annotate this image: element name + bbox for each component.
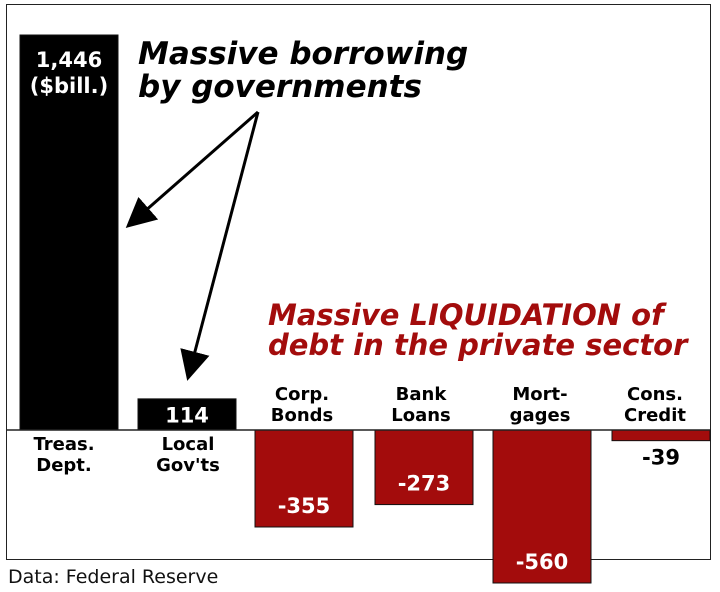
category-label-2-line1: Corp.: [275, 384, 329, 405]
category-label-4-line2: gages: [510, 405, 571, 426]
annotation-private-line1: Massive LIQUIDATION of: [268, 298, 664, 332]
value-label-4: -560: [516, 550, 569, 574]
arrow-to-local-govts: [180, 111, 260, 381]
value-label-0: 1,446: [36, 48, 102, 72]
category-label-1-line2: Gov'ts: [156, 455, 220, 476]
category-label-4-line1: Mort-: [512, 384, 567, 405]
bar-3: [374, 429, 474, 506]
annotation-private-line2: debt in the private sector: [268, 328, 688, 363]
category-label-3-line2: Loans: [391, 405, 451, 426]
bar-5: [611, 429, 711, 442]
bar-1: [137, 398, 237, 431]
category-label-1-line1: Local: [162, 434, 215, 455]
arrow-to-treasury: [125, 110, 259, 228]
bar-4: [492, 429, 592, 584]
value-label-1: 114: [165, 403, 209, 427]
category-label-5-line2: Credit: [624, 405, 686, 426]
bar-0: [19, 34, 119, 431]
value-label-3: -273: [398, 472, 451, 496]
bar-2: [254, 429, 354, 528]
annotation-governments: Massive borrowing by governments: [138, 38, 468, 103]
category-label-2-line2: Bonds: [271, 405, 334, 426]
annotation-private: Massive LIQUIDATION of debt in the priva…: [268, 300, 687, 361]
annotation-governments-line1: Massive borrowing: [138, 36, 469, 72]
category-label-5-line1: Cons.: [627, 384, 683, 405]
source-note: Data: Federal Reserve: [8, 566, 219, 588]
chart-frame: [6, 4, 711, 560]
category-label-3-line1: Bank: [396, 384, 448, 405]
category-label-0-line2: Dept.: [36, 455, 91, 476]
value-unit-label: ($bill.): [30, 74, 108, 98]
category-label-0-line1: Treas.: [33, 434, 94, 455]
value-label-2: -355: [278, 494, 331, 518]
value-label-5: -39: [642, 446, 680, 470]
annotation-governments-line2: by governments: [138, 68, 422, 105]
